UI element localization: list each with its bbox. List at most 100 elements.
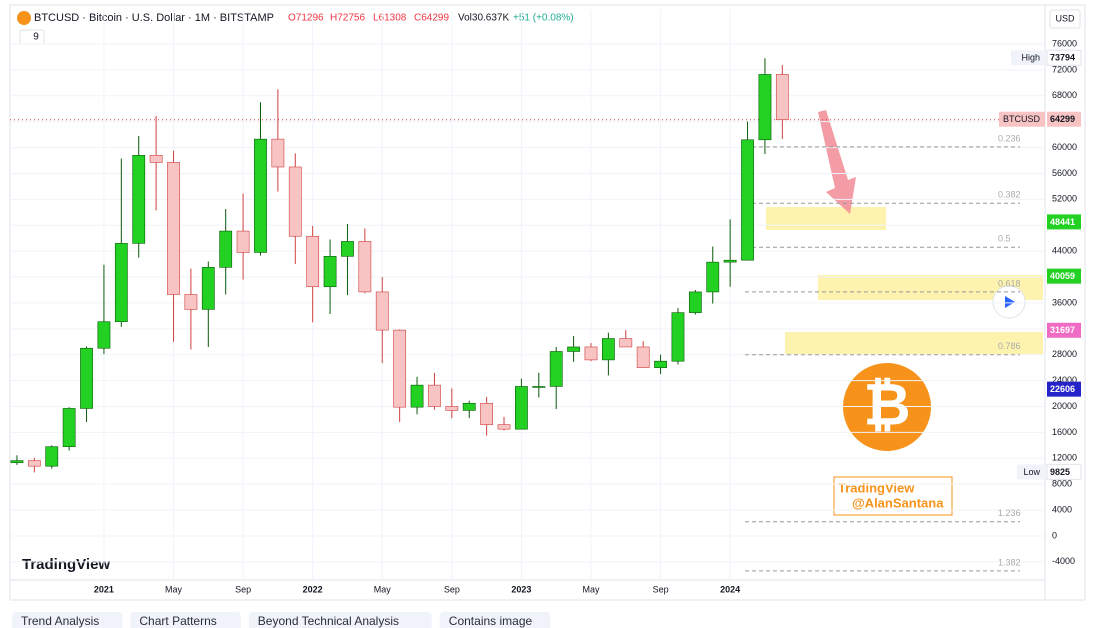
y-tick-label: 4000 — [1052, 504, 1072, 514]
candle-body — [480, 402, 494, 425]
volume: Vol30.637K — [458, 13, 509, 24]
watermark-box — [833, 476, 953, 516]
price-tag — [1046, 49, 1082, 66]
tag-label: Chart Patterns — [139, 614, 216, 628]
x-tick-label: May — [582, 584, 600, 594]
y-tick-label: 28000 — [1052, 349, 1077, 359]
candle-body — [654, 360, 667, 368]
candle-body — [341, 241, 354, 257]
fib-label: 0.382 — [998, 190, 1021, 200]
price-tag — [1046, 463, 1082, 480]
candle-body — [62, 408, 76, 448]
watermark: @AlanSantana — [852, 495, 944, 510]
highlight-zone — [766, 207, 886, 230]
ohlc-open: O71296 — [288, 13, 324, 24]
candle-body — [288, 166, 302, 237]
change: +51 (+0.08%) — [513, 13, 574, 24]
tag-chip[interactable] — [248, 612, 432, 628]
candle-body — [636, 346, 650, 368]
y-tick-label: 24000 — [1052, 375, 1077, 385]
candle-body — [775, 74, 789, 121]
x-tick-label: 2022 — [303, 584, 323, 594]
price-tag — [1047, 268, 1081, 284]
x-tick-label: May — [374, 584, 392, 594]
y-tick-label: 60000 — [1052, 142, 1077, 152]
currency: USD — [1055, 13, 1075, 23]
fib-label: 0.618 — [998, 278, 1021, 288]
price-tag-name-bg — [1011, 50, 1045, 66]
tag-label: Trend Analysis — [21, 614, 99, 628]
candle-body — [201, 267, 215, 310]
price-tag-label: 31697 — [1050, 325, 1075, 335]
candle-body — [741, 139, 754, 261]
price-tag-label: 22606 — [1050, 384, 1075, 394]
arrow — [818, 110, 856, 214]
y-tick-label: 52000 — [1052, 194, 1077, 204]
fib-label: 0.786 — [998, 341, 1021, 351]
fib-label: 0.5 — [998, 234, 1011, 244]
tag-chip[interactable] — [12, 612, 123, 628]
interval-badge-text: 9 — [33, 32, 39, 43]
currency-button[interactable] — [1049, 9, 1081, 29]
y-tick-label: 72000 — [1052, 64, 1077, 74]
price-tag-label: 64299 — [1050, 114, 1075, 124]
candle-body — [27, 460, 41, 467]
candle-body — [619, 338, 633, 348]
price-tag-name: BTCUSD — [1003, 114, 1041, 124]
candle-body — [80, 347, 93, 409]
candle-body — [601, 338, 615, 361]
x-tick-label: 2023 — [511, 584, 531, 594]
candle-body — [271, 138, 285, 168]
price-tag-name: High — [1021, 53, 1040, 63]
tag-chip[interactable] — [130, 612, 241, 628]
brand: TradingView — [22, 556, 110, 573]
candle-body — [254, 138, 267, 253]
y-tick-label: 20000 — [1052, 401, 1077, 411]
highlight-zone — [785, 332, 1043, 354]
candle-body — [706, 261, 720, 293]
y-tick-label: 76000 — [1052, 38, 1077, 48]
candle-body — [184, 294, 198, 310]
candle-body — [219, 230, 233, 268]
x-tick-label: May — [165, 584, 183, 594]
candle-body — [393, 329, 407, 408]
x-tick-label: 2024 — [720, 584, 740, 594]
x-tick-label: 2021 — [94, 584, 114, 594]
ohlc-high: H72756 — [330, 13, 365, 24]
x-tick-label: Sep — [653, 584, 669, 594]
candle-body — [584, 346, 598, 361]
candle-body — [497, 424, 511, 430]
price-tag — [1047, 322, 1081, 338]
candle-body — [167, 162, 180, 295]
price-tag — [1047, 111, 1081, 127]
fib-label: 0.236 — [998, 133, 1021, 143]
candle-body — [445, 406, 459, 411]
y-tick-label: 68000 — [1052, 90, 1077, 100]
candle-body — [45, 446, 59, 467]
candle-body — [132, 155, 146, 244]
y-tick-label: -4000 — [1052, 556, 1075, 566]
y-tick-label: 16000 — [1052, 427, 1077, 437]
candle-body — [149, 155, 163, 163]
candle-body — [375, 291, 389, 331]
candle-body — [358, 241, 372, 293]
candle-body — [671, 312, 685, 362]
candle-body — [410, 384, 424, 408]
candle-body — [10, 460, 24, 463]
candle-body — [323, 256, 337, 288]
price-tag-label: 48441 — [1050, 217, 1075, 227]
play-icon — [1005, 296, 1015, 308]
y-tick-label: 8000 — [1052, 479, 1072, 489]
price-tag-name-bg — [1017, 464, 1045, 480]
x-tick-label: Sep — [235, 584, 251, 594]
bitcoin-symbol: ₿ — [863, 372, 910, 437]
candle-body — [462, 402, 476, 411]
tag-chip[interactable] — [439, 612, 551, 628]
y-tick-label: 44000 — [1052, 246, 1077, 256]
candle-body — [97, 321, 111, 349]
y-tick-label: 12000 — [1052, 453, 1077, 463]
interval-badge[interactable] — [19, 29, 45, 45]
symbol: BTCUSD · Bitcoin · U.S. Dollar · 1M · BI… — [34, 12, 274, 24]
symbol-icon — [17, 11, 31, 25]
